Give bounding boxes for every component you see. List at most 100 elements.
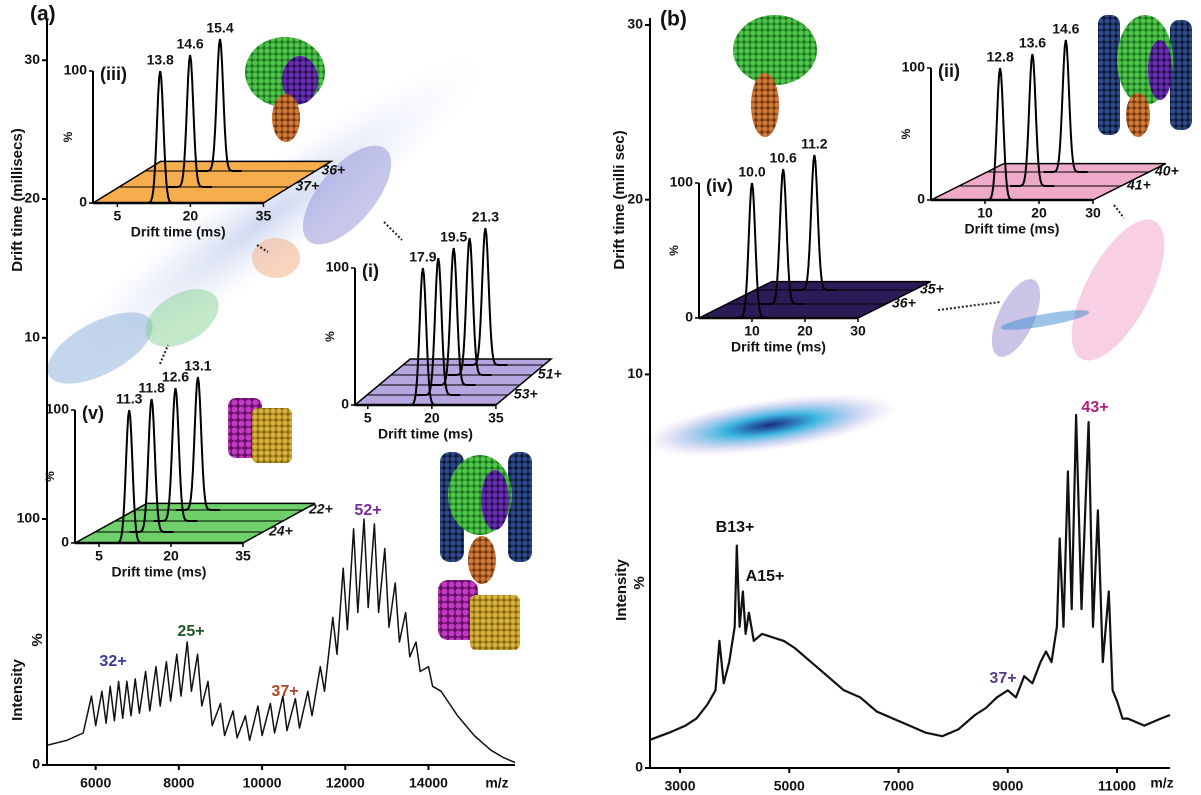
charge-annotation: 25+ xyxy=(177,623,204,640)
inset-x-tick-label: 30 xyxy=(850,323,866,339)
y2-axis-label: Drift time (millisecs) xyxy=(9,128,26,271)
inset-y-tick-label: 0 xyxy=(79,194,87,210)
peak-label: 13.1 xyxy=(184,358,211,374)
inset-y-tick-label: 0 xyxy=(61,534,69,550)
spectrum-line xyxy=(649,413,1171,741)
peak-label: 14.6 xyxy=(1052,21,1079,37)
inset-label: (v) xyxy=(82,403,104,423)
inset-x-label: Drift time (ms) xyxy=(965,221,1060,237)
charge-annotation: 52+ xyxy=(354,502,381,519)
inset-y-tick-label: 100 xyxy=(902,59,926,75)
inset-x-tick-label: 20 xyxy=(183,208,199,224)
inset-x-tick-label: 35 xyxy=(488,410,504,426)
panel-label: (b) xyxy=(660,8,687,31)
drift-heatmap-a xyxy=(44,56,486,384)
inset-label: (i) xyxy=(362,261,379,281)
charge-state-label: 22+ xyxy=(308,501,333,517)
inset-y-label: % xyxy=(667,245,681,256)
inset-x-label: Drift time (ms) xyxy=(112,564,207,580)
drift-peak xyxy=(175,376,220,511)
inset-label: (iv) xyxy=(706,176,733,196)
x-axis-label: m/z xyxy=(1150,775,1173,791)
y-tick-label: 100 xyxy=(17,510,41,526)
charge-state-label: 53+ xyxy=(514,386,538,402)
inset-x-tick-label: 20 xyxy=(1031,205,1047,221)
drift-peak xyxy=(168,54,213,188)
inset-y-tick-label: 0 xyxy=(917,191,925,207)
y2-tick-label: 10 xyxy=(627,365,643,381)
inset-x-label: Drift time (ms) xyxy=(378,426,473,442)
drift-peak xyxy=(1043,39,1088,173)
x-tick-label: 8000 xyxy=(163,775,194,791)
charge-annotation: B13+ xyxy=(716,519,755,536)
charge-annotation: 32+ xyxy=(99,653,126,670)
inset-x-tick-label: 5 xyxy=(95,548,103,564)
y2-axis-label: Drift time (milli sec) xyxy=(611,130,628,269)
x-tick-label: 9000 xyxy=(992,778,1023,794)
peak-label: 21.3 xyxy=(472,209,499,225)
x-tick-label: 5000 xyxy=(774,778,805,794)
inset-x-tick-label: 10 xyxy=(977,205,993,221)
peak-label: 13.8 xyxy=(147,52,174,68)
inset-y-tick-label: 100 xyxy=(64,62,88,78)
drift-peak xyxy=(198,38,242,172)
y-tick-label: 0 xyxy=(32,756,40,772)
y-axis-label: Intensity xyxy=(9,659,26,721)
protein-models xyxy=(228,15,1192,650)
charge-state-label: 36+ xyxy=(892,295,916,311)
inset-x-tick-label: 5 xyxy=(364,410,372,426)
drift-peak xyxy=(447,237,492,376)
inset-y-tick-label: 100 xyxy=(326,259,350,275)
peak-label: 11.8 xyxy=(138,380,165,396)
inset-label: (iii) xyxy=(100,64,127,84)
inset-y-label: % xyxy=(323,331,337,342)
charge-state-label: 51+ xyxy=(538,366,562,382)
inset-x-tick-label: 30 xyxy=(1085,205,1101,221)
peak-label: 10.0 xyxy=(738,164,765,180)
inset-y-label: % xyxy=(899,128,913,139)
peak-label: 11.2 xyxy=(801,136,828,152)
inset-y-tick-label: 0 xyxy=(685,309,693,325)
inset-y-tick-label: 100 xyxy=(46,401,70,417)
peak-label: 12.6 xyxy=(162,369,189,385)
y-tick-label: 0 xyxy=(635,759,643,775)
x-tick-label: 6000 xyxy=(80,775,111,791)
inset-x-tick-label: 10 xyxy=(744,323,760,339)
charge-annotation: 43+ xyxy=(1081,399,1108,416)
drift-peak xyxy=(792,154,837,291)
inset-x-label: Drift time (ms) xyxy=(731,339,826,355)
inset-x-tick-label: 35 xyxy=(235,548,251,564)
x-tick-label: 10000 xyxy=(243,775,282,791)
y2-tick-label: 20 xyxy=(627,190,643,206)
charge-annotation: A15+ xyxy=(746,568,785,585)
x-tick-label: 12000 xyxy=(326,775,365,791)
drift-heatmap-b xyxy=(641,204,1165,457)
y-axis-unit: % xyxy=(29,633,46,646)
peak-label: 13.6 xyxy=(1019,35,1046,51)
x-tick-label: 14000 xyxy=(409,775,448,791)
y2-tick-label: 20 xyxy=(24,190,40,206)
inset-x-tick-label: 20 xyxy=(163,548,179,564)
inset-y-tick-label: 100 xyxy=(670,174,694,190)
x-tick-label: 11000 xyxy=(1098,778,1136,794)
peak-label: 12.8 xyxy=(986,49,1013,65)
y2-tick-label: 30 xyxy=(627,16,643,32)
drift-peak xyxy=(1010,53,1055,187)
panel-label: (a) xyxy=(30,3,56,26)
x-axis-label: m/z xyxy=(485,775,508,791)
inset-x-label: Drift time (ms) xyxy=(131,224,226,240)
peak-label: 14.6 xyxy=(176,36,203,52)
charge-state-label: 24+ xyxy=(268,523,293,539)
x-tick-label: 3000 xyxy=(664,778,695,794)
charge-state-label: 37+ xyxy=(295,178,319,194)
y2-tick-label: 10 xyxy=(24,329,40,345)
spectrum-line xyxy=(46,518,516,764)
inset-y-tick-label: 0 xyxy=(341,396,349,412)
inset-label: (ii) xyxy=(938,61,960,81)
charge-state-label: 35+ xyxy=(920,281,944,297)
peak-label: 10.6 xyxy=(770,150,797,166)
x-tick-label: 7000 xyxy=(883,778,914,794)
drift-peak xyxy=(761,168,806,305)
charge-state-label: 36+ xyxy=(321,162,345,178)
